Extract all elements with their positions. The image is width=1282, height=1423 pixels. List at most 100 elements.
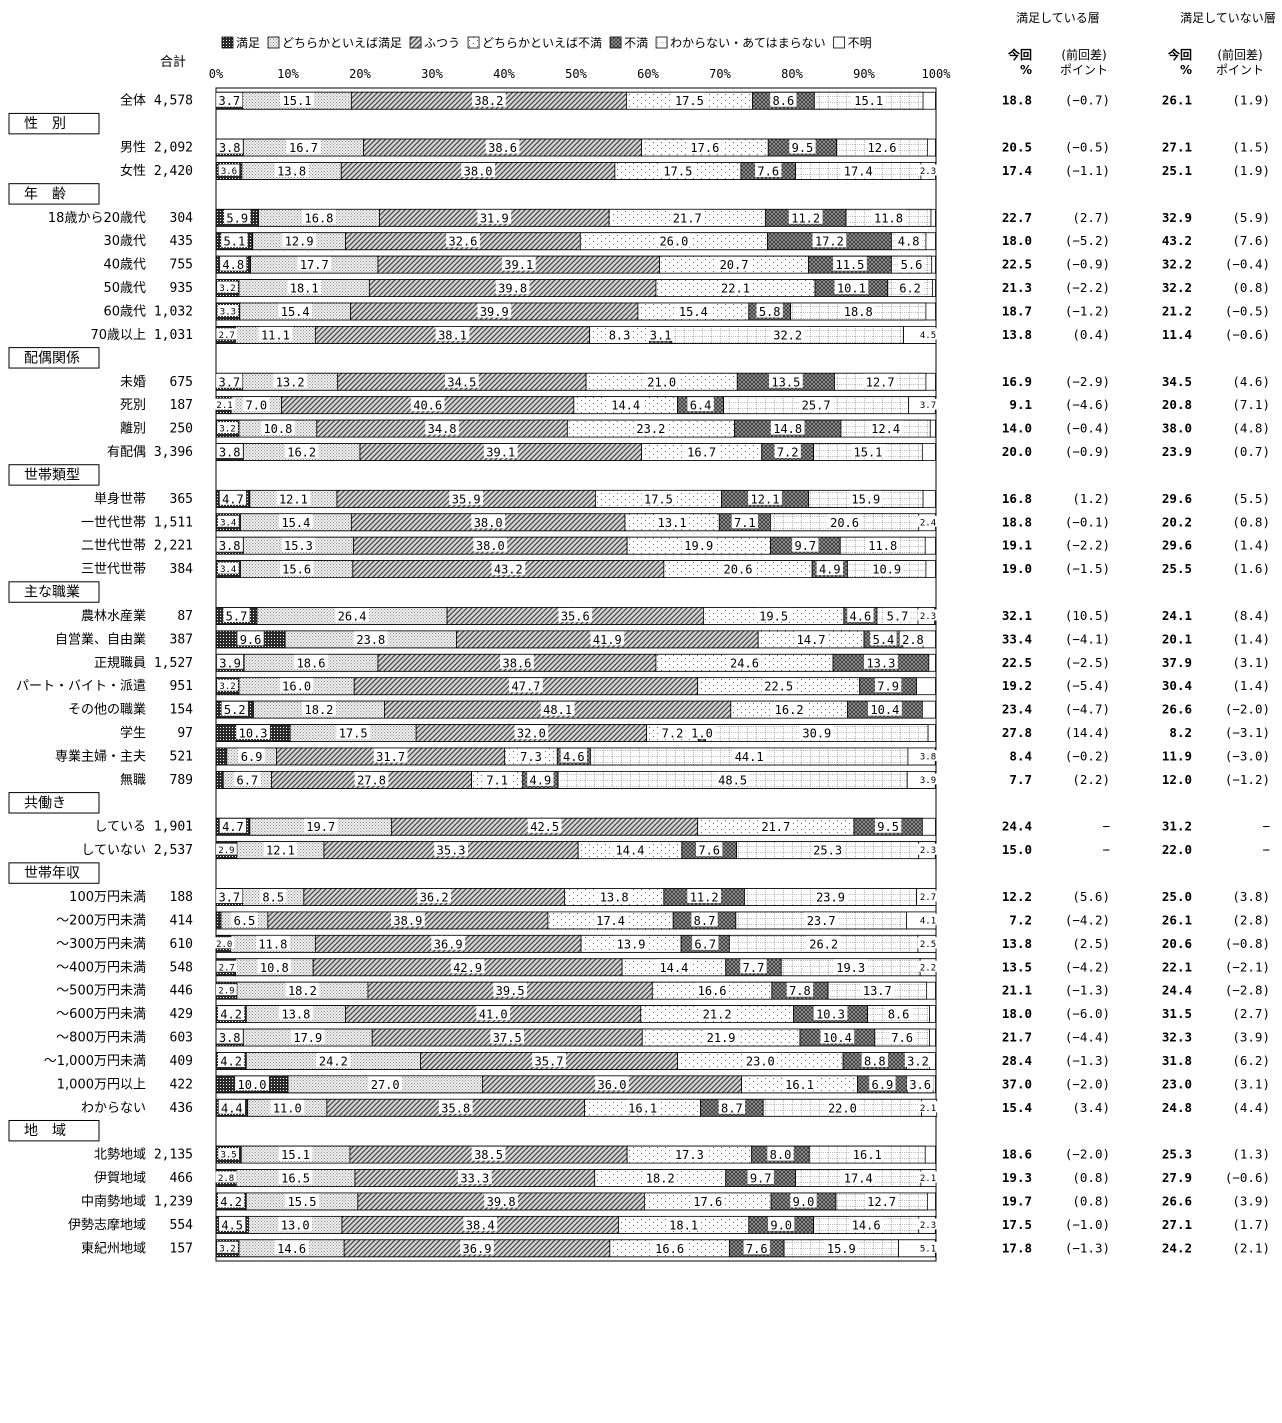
satisfied-current: 18.0 (1002, 233, 1032, 248)
data-label: 5.7 (887, 609, 909, 623)
data-label: 3.2 (907, 1054, 929, 1068)
satisfied-diff: − (1102, 842, 1110, 857)
label-backdrop (774, 444, 801, 459)
row-count: 466 (170, 1171, 193, 1186)
data-label: 3.3 (220, 307, 236, 317)
unsatisfied-diff: (−3.0) (1225, 748, 1270, 763)
data-label: 17.4 (844, 1172, 873, 1186)
label-backdrop (907, 1076, 934, 1091)
row-count: 935 (170, 281, 193, 296)
data-label: 38.5 (474, 1148, 503, 1162)
row-count: 2,135 (154, 1148, 193, 1163)
data-label: 11.8 (868, 539, 897, 553)
label-backdrop (490, 1029, 525, 1044)
data-label: 30.9 (802, 727, 831, 741)
data-label: 3.9 (219, 656, 241, 670)
data-label: 9.5 (792, 141, 814, 155)
label-backdrop (261, 420, 295, 435)
bar-segment (215, 911, 222, 930)
row-count: 755 (170, 258, 193, 273)
label-backdrop (865, 139, 899, 154)
data-label: 13.9 (617, 937, 646, 951)
label-backdrop (514, 725, 549, 740)
unsatisfied-diff: (−1.2) (1225, 772, 1270, 787)
data-label: 2.3 (920, 846, 936, 856)
unsatisfied-current: 29.6 (1162, 538, 1192, 553)
data-label: 2.5 (920, 940, 936, 950)
label-backdrop (279, 514, 313, 529)
row-label: 女性 (120, 163, 146, 179)
legend-label: 満足 (236, 36, 260, 50)
label-backdrop (216, 960, 238, 972)
data-label: 36.0 (598, 1078, 627, 1092)
unsatisfied-current: 25.3 (1162, 1147, 1192, 1162)
row-count: 365 (170, 492, 193, 507)
x-tick-label: 50% (565, 67, 587, 81)
unsatisfied-diff: − (1262, 819, 1270, 834)
data-label: 4.2 (220, 1195, 242, 1209)
data-label: 18.6 (297, 656, 326, 670)
data-label: 3.7 (218, 94, 240, 108)
data-label: 2.0 (216, 940, 232, 950)
satisfied-diff: (−1.2) (1065, 303, 1110, 318)
unsatisfied-diff: (−2.1) (1225, 959, 1270, 974)
row-count: 675 (170, 375, 193, 390)
label-backdrop (457, 1170, 492, 1185)
unsatisfied-current: 23.9 (1162, 444, 1192, 459)
data-label: 4.5 (221, 1218, 243, 1232)
data-label: 2.8 (218, 1174, 234, 1184)
row-count: 2,420 (154, 164, 193, 179)
label-backdrop (917, 1241, 939, 1253)
data-label: 22.5 (764, 680, 793, 694)
data-label: 15.9 (827, 1242, 856, 1256)
data-label: 36.9 (463, 1242, 492, 1256)
label-backdrop (659, 725, 686, 740)
section-box (8, 581, 100, 603)
data-label: 40.6 (413, 399, 442, 413)
section-box (8, 792, 100, 814)
label-backdrop (276, 490, 311, 505)
satisfied-current: 13.8 (1002, 327, 1032, 342)
legend-label: わからない・あてはまらない (670, 36, 826, 50)
row-count: 603 (170, 1031, 193, 1046)
satisfied-current: 18.7 (1002, 303, 1032, 318)
label-backdrop (833, 959, 868, 974)
data-label: 19.3 (836, 961, 865, 975)
label-backdrop (286, 139, 321, 154)
data-label: 38.0 (474, 516, 503, 530)
label-backdrop (278, 1146, 313, 1161)
data-label: 27.8 (357, 773, 386, 787)
unsatisfied-diff: − (1262, 842, 1270, 857)
unsatisfied-diff: (4.6) (1232, 374, 1270, 389)
section-label: 年 齢 (24, 186, 66, 202)
label-backdrop (898, 256, 925, 271)
unsatisfied-current: 32.2 (1162, 257, 1192, 272)
data-label: 35.7 (535, 1054, 564, 1068)
data-label: 18.1 (669, 1218, 698, 1232)
row-label: 50歳代 (103, 281, 146, 296)
label-backdrop (770, 326, 805, 341)
label-backdrop (463, 1216, 498, 1231)
label-backdrop (235, 1076, 269, 1091)
data-label: 6.7 (694, 937, 716, 951)
label-backdrop (657, 959, 691, 974)
satisfied-diff: (0.8) (1072, 1193, 1110, 1208)
label-backdrop (700, 1006, 734, 1021)
section-box (8, 347, 100, 369)
label-backdrop (727, 654, 762, 669)
satisfied-current: 17.4 (1002, 163, 1032, 178)
label-backdrop (215, 1171, 237, 1183)
data-label: 2.7 (920, 893, 936, 903)
data-label: 17.5 (663, 164, 692, 178)
data-label: 7.1 (734, 516, 756, 530)
label-backdrop (290, 1029, 325, 1044)
data-label: 17.3 (675, 1148, 704, 1162)
data-label: 13.8 (281, 1008, 310, 1022)
satisfied-diff: (−0.2) (1065, 748, 1110, 763)
unsatisfied-diff: (1.4) (1232, 678, 1270, 693)
row-label: 自営業、自由業 (55, 631, 146, 647)
data-label: 3.8 (219, 1031, 241, 1045)
data-label: 10.8 (260, 961, 289, 975)
